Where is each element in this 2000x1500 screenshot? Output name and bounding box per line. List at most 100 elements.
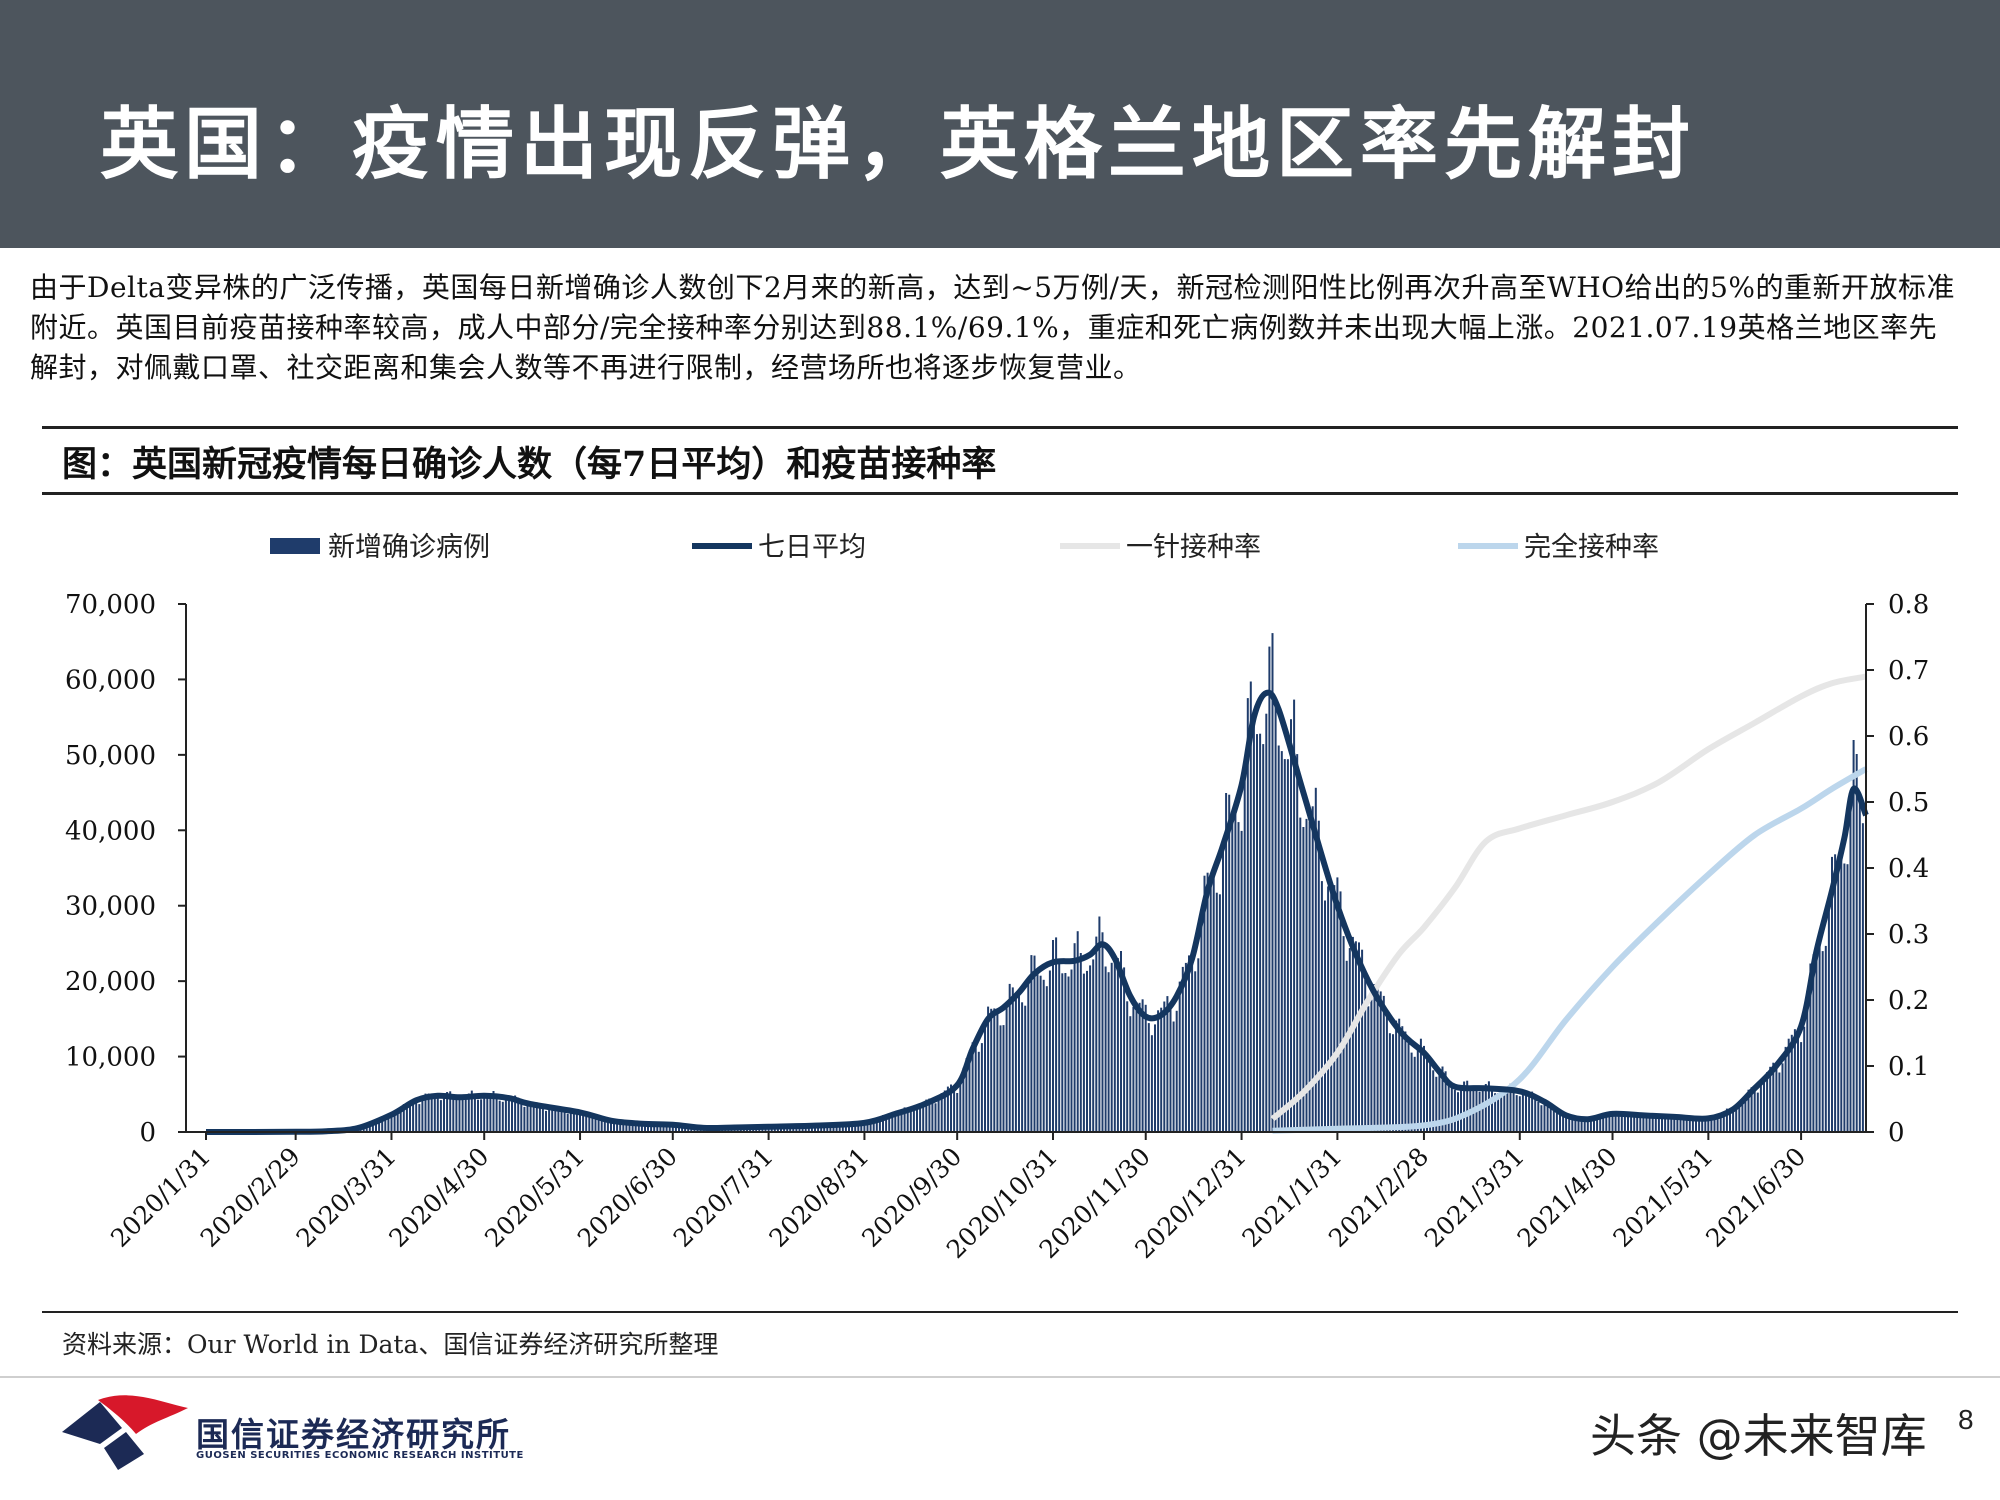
daily-case-bar xyxy=(1528,1093,1531,1132)
daily-case-bar xyxy=(1766,1072,1769,1132)
daily-case-bar xyxy=(644,1122,646,1132)
daily-case-bar xyxy=(613,1122,615,1132)
daily-case-bar xyxy=(619,1120,622,1132)
daily-case-bar xyxy=(1698,1118,1701,1132)
legend-label: 一针接种率 xyxy=(1126,532,1261,563)
left-y-tick-label: 50,000 xyxy=(65,741,156,771)
daily-case-bar xyxy=(402,1104,405,1132)
daily-case-bar xyxy=(953,1089,956,1132)
daily-case-bar xyxy=(653,1124,656,1132)
daily-case-bar xyxy=(1623,1114,1626,1132)
daily-case-bar xyxy=(452,1096,455,1132)
daily-case-bar xyxy=(841,1124,844,1132)
daily-case-bar xyxy=(1834,854,1837,1132)
x-tick-label: 2021/5/31 xyxy=(1607,1142,1718,1253)
daily-case-bar xyxy=(1664,1116,1667,1132)
daily-case-bar xyxy=(1667,1117,1670,1132)
daily-case-bar xyxy=(1654,1116,1657,1132)
daily-case-bar xyxy=(1110,962,1113,1132)
daily-case-bar xyxy=(371,1123,374,1132)
page-number: 8 xyxy=(1958,1404,1974,1435)
daily-case-bar xyxy=(1144,1004,1147,1132)
daily-case-bar xyxy=(1398,1018,1401,1132)
daily-case-bar xyxy=(1827,899,1830,1132)
daily-case-bar xyxy=(1385,1012,1388,1132)
daily-case-bar xyxy=(1688,1118,1691,1132)
daily-case-bar xyxy=(1116,958,1119,1132)
daily-case-bar xyxy=(869,1121,872,1132)
daily-case-bar xyxy=(585,1114,588,1132)
daily-case-bar xyxy=(1160,1007,1163,1132)
daily-case-bar xyxy=(1014,992,1017,1132)
daily-case-bar xyxy=(965,1058,968,1132)
daily-case-bar xyxy=(1135,1002,1138,1132)
daily-case-bar xyxy=(591,1118,594,1132)
daily-case-bar xyxy=(483,1097,486,1132)
daily-case-bar xyxy=(1784,1046,1787,1132)
company-name: 国信证券经济研究所 xyxy=(196,1415,511,1454)
daily-case-bar xyxy=(541,1107,544,1132)
daily-case-bar xyxy=(1271,633,1274,1132)
daily-case-bar xyxy=(1262,744,1265,1132)
daily-case-bar xyxy=(1636,1112,1639,1132)
daily-case-bar xyxy=(937,1098,940,1132)
daily-case-bar xyxy=(1682,1115,1685,1132)
daily-case-bar xyxy=(631,1123,634,1132)
daily-case-bar xyxy=(1565,1116,1568,1132)
daily-case-bar xyxy=(1605,1117,1608,1132)
daily-case-bar xyxy=(897,1113,900,1132)
right-y-tick-label: 0.2 xyxy=(1888,986,1929,1016)
daily-case-bar xyxy=(628,1122,631,1132)
x-tick-label: 2020/4/30 xyxy=(383,1142,494,1253)
daily-case-bar xyxy=(520,1104,523,1132)
daily-case-bar xyxy=(1067,976,1070,1132)
daily-case-bar xyxy=(563,1110,566,1132)
daily-case-bar xyxy=(1435,1076,1438,1132)
daily-case-bar xyxy=(1296,754,1299,1132)
daily-case-bar xyxy=(977,1051,980,1132)
daily-case-bar xyxy=(1274,697,1277,1132)
x-tick-label: 2020/7/31 xyxy=(668,1142,779,1253)
daily-case-bar xyxy=(804,1126,807,1132)
daily-case-bar xyxy=(1494,1093,1497,1132)
legend-label: 新增确诊病例 xyxy=(328,532,490,563)
daily-case-bar xyxy=(1593,1116,1595,1132)
daily-case-bar xyxy=(1571,1115,1574,1132)
daily-case-bar xyxy=(443,1097,445,1132)
daily-case-bar xyxy=(504,1099,507,1132)
right-y-tick-label: 0.1 xyxy=(1888,1052,1929,1082)
daily-case-bar xyxy=(378,1119,381,1132)
daily-case-bar xyxy=(1370,999,1373,1132)
daily-case-bar xyxy=(1005,1001,1008,1132)
daily-case-bar xyxy=(1379,991,1382,1132)
footer-divider xyxy=(0,1376,2000,1378)
daily-case-bar xyxy=(1086,970,1088,1132)
daily-case-bar xyxy=(1354,941,1357,1132)
daily-case-bar xyxy=(523,1106,526,1132)
daily-case-bar xyxy=(1503,1091,1506,1132)
daily-case-bar xyxy=(1568,1115,1571,1132)
daily-case-bar xyxy=(495,1094,498,1132)
daily-case-bar xyxy=(1608,1116,1611,1132)
daily-case-bar xyxy=(1002,1025,1005,1132)
daily-case-bar xyxy=(1184,962,1187,1132)
daily-case-bar xyxy=(1614,1111,1617,1132)
figure-title-rule xyxy=(42,492,1958,495)
figure-title: 图：英国新冠疫情每日确诊人数（每7日平均）和疫苗接种率 xyxy=(62,444,997,485)
daily-case-bar xyxy=(1212,873,1215,1132)
daily-case-bar xyxy=(597,1115,600,1132)
daily-case-bar xyxy=(1617,1112,1620,1132)
daily-case-bar xyxy=(1058,960,1061,1132)
daily-case-bar xyxy=(916,1107,918,1132)
daily-case-bar xyxy=(1237,822,1240,1132)
daily-case-bar xyxy=(1546,1103,1549,1132)
left-y-tick-label: 40,000 xyxy=(65,816,156,846)
daily-case-bar xyxy=(1308,821,1311,1132)
daily-case-bar xyxy=(1036,971,1039,1132)
daily-case-bar xyxy=(990,1008,993,1132)
daily-case-bar xyxy=(826,1125,829,1132)
daily-case-bar xyxy=(507,1098,510,1132)
daily-case-bar xyxy=(1045,986,1048,1132)
daily-case-bar xyxy=(912,1110,915,1132)
daily-case-bar xyxy=(1320,881,1323,1132)
